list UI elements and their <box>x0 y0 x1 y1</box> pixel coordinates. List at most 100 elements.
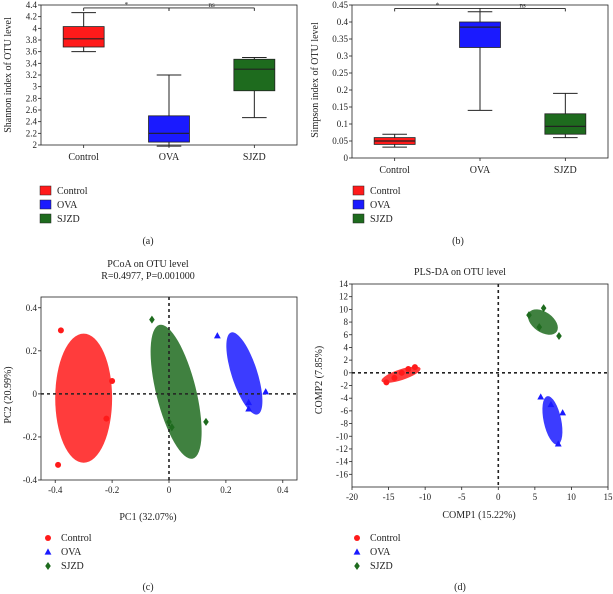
panel-d-point-ova <box>559 409 567 416</box>
panel-d-title: PLS-DA on OTU level <box>414 267 506 278</box>
panel-b-simpson-boxplot: Simpson index of OTU level 0 0.05 0.1 0.15 0… <box>310 0 609 247</box>
panel-d-ytick-label: -12 <box>336 444 348 454</box>
panel-b-legend-swatch-sjzd <box>352 213 365 224</box>
panel-a-caption: (a) <box>142 236 153 247</box>
panel-a-ylabel: Shannon index of OTU level <box>3 17 14 133</box>
panel-d-point-control <box>391 374 398 381</box>
panel-b-ytick-label: 0.05 <box>332 136 348 146</box>
panel-c-point-control <box>57 327 64 334</box>
panel-b-ytick-label: 0.35 <box>332 34 348 44</box>
panel-c-legend-label-control: Control <box>61 533 92 544</box>
panel-d-point-ova <box>554 440 562 447</box>
panel-d-ellipse-sjzd <box>527 309 558 335</box>
panel-c-point-control <box>109 377 116 384</box>
panel-b-ytick-label: 0 <box>344 153 349 163</box>
panel-d-point-control <box>411 364 418 371</box>
panel-d-point-sjzd <box>540 304 547 313</box>
panel-c-xlabel: PC1 (32.07%) <box>119 512 176 523</box>
panel-c-ytick-label: 0.4 <box>26 303 38 313</box>
panel-d-caption: (d) <box>454 582 466 593</box>
panel-a-ytick-label: 3.4 <box>26 58 38 68</box>
panel-b-box-ova <box>459 21 501 48</box>
panel-c-point-control <box>55 461 62 468</box>
panel-c-ytick-label: 0.2 <box>26 346 37 356</box>
panel-d-plsda-scatter: PLS-DA on OTU level COMP2 (7.85%) COMP1 … <box>314 267 613 593</box>
panel-c-point-sjzd <box>203 417 209 426</box>
panel-b-caption: (b) <box>452 236 464 247</box>
panel-b-ytick-label: 0.4 <box>337 17 349 27</box>
panel-d-point-control <box>383 379 390 386</box>
panel-c-ylabel: PC2 (20.99%) <box>3 366 14 423</box>
panel-b-significance-label: * <box>436 1 440 9</box>
panel-c-xtick-label: 0 <box>167 485 172 495</box>
panel-c-legend-label-sjzd: SJZD <box>61 561 84 572</box>
panel-a-box-sjzd <box>233 58 276 92</box>
panel-d-ytick-label: -8 <box>341 419 349 429</box>
panel-b-ytick-label: 0.25 <box>332 68 348 78</box>
panel-c-point-sjzd <box>169 423 175 432</box>
panel-d-ylabel: COMP2 (7.85%) <box>314 346 325 414</box>
panel-a-ytick-label: 2.4 <box>26 117 38 127</box>
panel-d-ytick-label: 14 <box>339 279 349 289</box>
panel-a-significance-label: * <box>125 1 129 9</box>
panel-b-ytick-label: 0.3 <box>337 51 349 61</box>
panel-d-ytick-label: -10 <box>336 431 348 441</box>
panel-d-ytick-label: -16 <box>336 469 348 479</box>
panel-d-point-control <box>398 369 405 376</box>
panel-c-point-ova <box>245 405 253 412</box>
panel-d-xlabel: COMP1 (15.22%) <box>442 510 515 521</box>
panel-c-ytick-label: -0.2 <box>23 432 37 442</box>
panel-d-xtick-label: 15 <box>604 492 613 502</box>
panel-d-point-sjzd <box>536 323 543 332</box>
panel-b-ytick-label: 0.45 <box>332 0 348 10</box>
panel-b-box-sjzd <box>544 113 587 135</box>
panel-a-ytick-label: 3.6 <box>26 47 38 57</box>
panel-b-ylabel: Simpson index of OTU level <box>310 22 321 138</box>
panel-c-point-ova <box>262 388 270 395</box>
panel-d-point-sjzd <box>526 311 532 320</box>
panel-d-xtick-label: -10 <box>419 492 431 502</box>
panel-a-box-ova <box>148 115 190 143</box>
panel-c-pcoa-scatter: PCoA on OTU level R=0.4977, P=0.001000 P… <box>3 259 298 593</box>
panel-c-xtick-label: 0.2 <box>220 485 231 495</box>
panel-d-legend-marker-control <box>354 535 360 541</box>
panel-a-legend-label-sjzd: SJZD <box>57 214 80 225</box>
panel-d-point-control <box>405 366 412 373</box>
panel-a-ytick-label: 4.2 <box>26 12 37 22</box>
panel-a-legend-label-control: Control <box>57 186 88 197</box>
panel-a-legend-swatch-ova <box>39 199 52 210</box>
panel-c-ellipse-control <box>55 333 113 463</box>
panel-d-ytick-label: -2 <box>341 381 349 391</box>
panel-d-xtick-label: -15 <box>383 492 395 502</box>
panel-c-ellipse-ova <box>226 332 263 415</box>
panel-b-significance-label: ns <box>520 1 527 9</box>
panel-a-xtick-label: SJZD <box>243 152 266 163</box>
panel-c-subtitle: R=0.4977, P=0.001000 <box>101 271 195 282</box>
panel-c-legend-marker-ova <box>44 548 52 555</box>
panel-a-ytick-label: 4.4 <box>26 0 38 10</box>
panel-d-ytick-label: 0 <box>344 368 349 378</box>
panel-b-legend-swatch-ova <box>352 199 365 210</box>
panel-a-ytick-label: 3.8 <box>26 35 38 45</box>
panel-d-xtick-label: 5 <box>533 492 538 502</box>
panel-d-legend-label-control: Control <box>370 533 401 544</box>
panel-b-xtick-label: Control <box>379 165 410 176</box>
panel-a-ytick-label: 2 <box>33 140 38 150</box>
panel-d-point-ova <box>547 400 555 408</box>
panel-d-xtick-label: -5 <box>458 492 466 502</box>
panel-d-point-sjzd <box>556 332 562 341</box>
panel-a-xtick-label: Control <box>68 152 99 163</box>
panel-d-legend-marker-ova <box>353 548 361 555</box>
panel-c-title: PCoA on OTU level <box>107 259 189 270</box>
panel-c-point-ova <box>213 332 221 339</box>
panel-c-ytick-label: 0 <box>33 389 38 399</box>
panel-a-xtick-label: OVA <box>159 152 180 163</box>
panel-a-significance-label: ns <box>209 1 216 9</box>
panel-a-box-control <box>62 26 105 48</box>
panel-a-legend-swatch-control <box>39 185 52 196</box>
panel-d-ytick-label: 12 <box>339 292 348 302</box>
panel-c-point-control <box>103 415 110 422</box>
panel-d-ellipse-ova <box>542 396 563 445</box>
panel-c-legend-marker-control <box>45 535 51 541</box>
panel-d-ytick-label: -14 <box>336 457 348 467</box>
